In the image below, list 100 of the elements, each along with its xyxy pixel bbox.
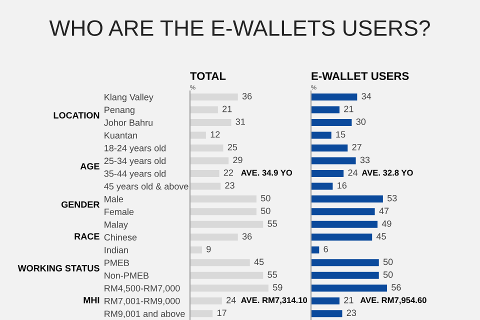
bar: [311, 144, 348, 152]
y-tick-label: Male: [104, 196, 124, 202]
data-label: 15: [336, 131, 346, 138]
bar: [190, 157, 229, 164]
data-label: 21: [222, 106, 232, 112]
bar: [190, 234, 238, 241]
data-label: 33: [360, 156, 370, 164]
y-tick-label: Kuantan: [104, 132, 137, 139]
data-label: 25: [228, 144, 238, 150]
data-label: 36: [242, 93, 252, 100]
bar: [311, 272, 379, 279]
data-label: 47: [379, 208, 389, 214]
bar: [190, 195, 256, 202]
bar: [190, 284, 268, 292]
bar: [190, 259, 250, 266]
y-tick-label: 18-24 years old: [104, 144, 166, 154]
data-label: 9: [206, 246, 211, 252]
bar: [311, 234, 372, 241]
data-label: 34: [362, 93, 372, 100]
data-label: 50: [383, 271, 393, 278]
y-tick-label: Female: [104, 208, 134, 216]
bar: [311, 118, 352, 126]
annotation: AVE. 34.9 YO: [241, 170, 292, 176]
chart-title: TOTAL: [190, 72, 226, 80]
y-tick-label: Malay: [104, 221, 128, 230]
bar: [190, 297, 222, 304]
y-tick-label: Non-PMEB: [104, 272, 149, 279]
bar: [190, 182, 221, 190]
y-tick-label: 35-44 years old: [104, 170, 166, 179]
y-tick-label: 45 years old & above: [104, 182, 188, 192]
bar: [311, 195, 383, 202]
bar: [311, 182, 333, 190]
y-tick-label: Johor Bahru: [104, 119, 152, 126]
text: GENDER: [61, 201, 100, 208]
data-label: 17: [217, 310, 226, 316]
data-label: 12: [210, 131, 220, 138]
data-label: 50: [383, 258, 393, 266]
bar: [311, 246, 320, 254]
y-tick-label: Klang Valley: [104, 94, 154, 102]
data-label: 29: [233, 156, 242, 164]
bar: [190, 118, 232, 126]
bar: [190, 220, 264, 228]
annotation: AVE. 32.8 YO: [362, 170, 413, 176]
y-tick-label: 25-34 years old: [104, 157, 166, 166]
data-label: 22: [224, 169, 234, 176]
bar: [190, 310, 213, 318]
chart-title: E-WALLET USERS: [312, 72, 409, 80]
bar: [190, 272, 264, 279]
bar: [311, 132, 332, 139]
data-label: 23: [225, 182, 234, 189]
data-label: 24: [348, 169, 358, 176]
bar: [311, 310, 342, 318]
bar: [311, 170, 344, 177]
bar: [190, 132, 206, 139]
bar: [190, 246, 202, 254]
y-tick-label: PMEB: [104, 260, 129, 266]
bar: [311, 208, 375, 216]
text: WORKING STATUS: [18, 265, 100, 272]
data-label: 50: [261, 194, 270, 202]
bar: [311, 284, 388, 292]
text: MHI: [84, 297, 100, 304]
data-label: 21: [344, 106, 354, 112]
annotation: AVE. RM7,314.10: [241, 297, 308, 304]
y-tick-label: Indian: [104, 246, 128, 254]
bar: [311, 220, 378, 228]
bar: [190, 170, 220, 177]
y-tick-label: RM7,001-RM9,000: [104, 298, 180, 306]
bar: [311, 157, 356, 164]
data-label: 36: [242, 233, 252, 240]
y-tick-label: RM9,001 and above: [104, 310, 185, 318]
data-label: 16: [338, 182, 347, 189]
bar: [190, 144, 224, 152]
text: WHO ARE THE E-WALLETS USERS?: [49, 20, 430, 36]
bar: [311, 106, 340, 114]
data-label: 24: [226, 296, 236, 304]
data-label: 23: [346, 310, 356, 316]
data-label: 50: [261, 208, 270, 214]
data-label: 30: [356, 118, 366, 125]
data-label: 49: [382, 220, 392, 227]
data-label: 53: [387, 194, 397, 202]
data-label: 55: [268, 272, 277, 278]
data-label: 6: [324, 246, 328, 252]
y-tick-label: Chinese: [104, 234, 137, 241]
data-label: 45: [376, 233, 386, 240]
data-label: 56: [392, 284, 401, 291]
bar: [311, 297, 340, 304]
data-label: 45: [254, 258, 264, 266]
y-tick-label: RM4,500-RM7,000: [104, 285, 180, 293]
bar: [311, 93, 358, 100]
bar: [190, 106, 218, 114]
bar: [311, 259, 379, 266]
data-label: 31: [236, 118, 245, 125]
bar: [190, 208, 256, 216]
data-label: 21: [344, 296, 354, 304]
y-tick-label: Penang: [104, 106, 134, 115]
text: RACE: [74, 233, 100, 240]
data-label: 55: [268, 220, 277, 227]
data-label: 27: [352, 144, 362, 150]
text: AGE: [80, 163, 100, 170]
bar: [190, 93, 238, 100]
